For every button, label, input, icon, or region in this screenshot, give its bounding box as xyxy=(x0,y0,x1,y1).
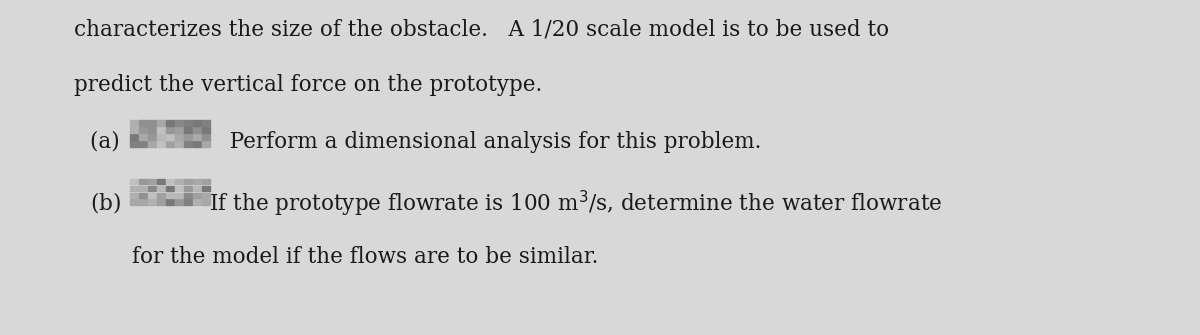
Bar xyxy=(157,127,164,133)
Bar xyxy=(139,179,146,184)
Bar xyxy=(157,121,164,126)
Text: (b)             If the prototype flowrate is 100 m$^3$/s, determine the water fl: (b) If the prototype flowrate is 100 m$^… xyxy=(90,189,942,219)
Bar xyxy=(130,199,138,205)
Bar xyxy=(193,141,202,147)
Bar xyxy=(202,193,210,198)
Bar xyxy=(130,179,138,184)
Bar xyxy=(166,127,174,133)
Bar xyxy=(193,127,202,133)
Bar xyxy=(157,134,164,140)
Bar xyxy=(166,134,174,140)
Bar xyxy=(184,179,192,184)
Bar xyxy=(175,134,182,140)
Text: characterizes the size of the obstacle.   A 1/20 scale model is to be used to: characterizes the size of the obstacle. … xyxy=(74,18,889,41)
Bar xyxy=(139,121,146,126)
Bar xyxy=(184,141,192,147)
Bar xyxy=(175,179,182,184)
Bar xyxy=(193,193,202,198)
Bar xyxy=(202,127,210,133)
Text: predict the vertical force on the prototype.: predict the vertical force on the protot… xyxy=(74,74,542,96)
Bar xyxy=(166,199,174,205)
Bar xyxy=(193,121,202,126)
Bar xyxy=(157,186,164,191)
Bar xyxy=(139,193,146,198)
Bar xyxy=(157,193,164,198)
Bar xyxy=(184,186,192,191)
Bar xyxy=(148,134,156,140)
Bar xyxy=(202,199,210,205)
Bar xyxy=(130,193,138,198)
Bar xyxy=(175,141,182,147)
Text: for the model if the flows are to be similar.: for the model if the flows are to be sim… xyxy=(132,246,599,268)
Bar xyxy=(175,121,182,126)
Bar xyxy=(148,193,156,198)
Bar xyxy=(202,141,210,147)
Bar xyxy=(148,127,156,133)
Bar xyxy=(166,186,174,191)
Bar xyxy=(184,121,192,126)
Bar xyxy=(148,141,156,147)
Bar xyxy=(139,141,146,147)
Bar xyxy=(202,179,210,184)
Bar xyxy=(157,199,164,205)
Bar xyxy=(184,127,192,133)
Bar xyxy=(166,121,174,126)
Bar xyxy=(130,121,138,126)
Bar xyxy=(130,127,138,133)
Bar xyxy=(139,186,146,191)
Bar xyxy=(130,134,138,140)
Bar xyxy=(202,186,210,191)
Text: (a)                Perform a dimensional analysis for this problem.: (a) Perform a dimensional analysis for t… xyxy=(90,131,761,153)
Bar xyxy=(184,134,192,140)
Bar xyxy=(202,134,210,140)
Bar xyxy=(166,193,174,198)
Bar xyxy=(175,199,182,205)
Bar xyxy=(148,179,156,184)
Bar xyxy=(148,199,156,205)
Bar xyxy=(193,199,202,205)
Bar xyxy=(166,141,174,147)
Bar xyxy=(148,121,156,126)
Bar xyxy=(202,121,210,126)
Bar xyxy=(157,179,164,184)
Bar xyxy=(184,193,192,198)
Bar xyxy=(193,179,202,184)
Bar xyxy=(139,134,146,140)
Bar xyxy=(175,193,182,198)
Bar xyxy=(130,141,138,147)
Bar xyxy=(157,141,164,147)
Bar xyxy=(130,186,138,191)
Bar xyxy=(175,186,182,191)
Bar xyxy=(139,199,146,205)
Bar xyxy=(139,127,146,133)
Bar xyxy=(166,179,174,184)
Bar xyxy=(184,199,192,205)
Bar xyxy=(193,186,202,191)
Bar xyxy=(175,127,182,133)
Bar xyxy=(193,134,202,140)
Bar xyxy=(148,186,156,191)
